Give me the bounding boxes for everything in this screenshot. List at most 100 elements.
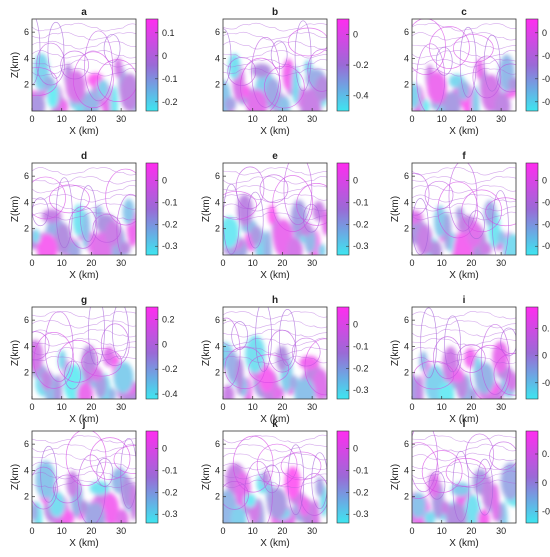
x-tick-label: 30 [496,402,506,412]
panel-title: h [272,295,278,306]
x-tick-label: 20 [466,258,476,268]
contour-line [412,59,516,68]
y-tick-label: 2 [24,224,29,234]
field-blob [244,493,257,508]
contour-line [412,185,516,194]
panel-h: h 0 10 20 30 X (km) 2 4 6 Z(km) 0 -0.1 -0.2 -0.3 [201,295,369,425]
contour-line [412,442,439,499]
y-tick-label: 6 [215,439,220,449]
contour-line [223,194,327,203]
x-axis-label: X (km) [260,270,289,281]
contour-line [223,470,327,480]
plot-frame [411,430,517,524]
contour-line [412,50,516,59]
panel-title: d [81,151,87,162]
contour-line [456,344,486,373]
contour-line [412,479,516,488]
x-tick-label: 30 [307,402,317,412]
field-blob [311,499,320,523]
contour-line [223,212,327,221]
colorbar [525,430,539,524]
field-c [412,19,516,111]
colorbar-tick-label: 0.5 [542,449,550,459]
contour-line [444,315,461,373]
contour-line [251,37,280,108]
contour-line [412,194,516,203]
field-blob [314,75,327,102]
x-tick-label: 10 [248,258,258,268]
contour-line [223,31,327,41]
field-blob [55,223,72,255]
colorbar [145,18,159,112]
colorbar [525,18,539,112]
x-tick-label: 20 [277,402,287,412]
contour-line [47,21,65,79]
contour-line [412,311,516,320]
contour-line [223,50,327,59]
field-h [223,307,327,399]
x-tick-label: 0 [409,526,414,536]
contour-line [448,163,478,232]
contour-line [416,43,446,111]
colorbar-tick-label: 0 [162,51,167,61]
panel-g: g 0 10 20 30 X (km) 2 4 6 Z(km) 0.2 0 -0.2 -0.4 [10,295,178,425]
panel-title: l [463,419,466,430]
y-tick-label: 4 [215,341,220,351]
contour-line [32,176,66,220]
contour-line [469,344,511,399]
contour-line [223,28,232,86]
field-blob [312,368,327,399]
x-axis-label: X (km) [260,126,289,137]
colorbar-tick-label: -0.3 [353,385,369,395]
colorbar [145,162,159,256]
colorbar-tick-label: -0.1 [353,341,369,351]
field-blob [492,341,509,374]
x-axis-label: X (km) [449,126,478,137]
field-blob [82,211,91,250]
colorbar-tick-label: -0.4 [162,389,178,399]
y-tick-label: 2 [404,80,409,90]
contour-line [283,163,313,226]
x-tick-label: 30 [496,258,506,268]
colorbar-tick-label: 0 [162,339,167,349]
x-tick-label: 30 [307,526,317,536]
field-blob [500,462,516,501]
contour-line [32,167,136,176]
contour-line [246,191,264,249]
y-tick-label: 4 [215,197,220,207]
contour-line [429,26,470,69]
panel-a: a 0 10 20 30 X (km) 2 4 6 Z(km) 0.1 0 -0.1 -0.2 [10,7,178,137]
contour-line [73,51,114,109]
colorbar-tick-label: -0.1 [542,51,550,61]
x-tick-label: 10 [437,258,447,268]
panel-title: b [272,7,278,18]
x-tick-label: 10 [437,114,447,124]
plot-frame [31,430,137,524]
contour-line [53,474,82,504]
contour-line [287,27,327,57]
colorbar-tick-label: 0.2 [162,314,175,324]
field-blob [429,240,442,255]
field-blob [37,233,58,255]
contour-line [32,68,136,77]
colorbar-tick-label: -0.2 [162,97,178,107]
x-tick-label: 20 [277,114,287,124]
y-tick-label: 6 [24,27,29,37]
field-blob [35,460,56,499]
y-tick-label: 6 [215,27,220,37]
field-blob [446,502,467,523]
field-blob [62,510,75,523]
field-l [412,431,516,523]
field-blob [412,492,427,519]
x-axis-label: X (km) [69,538,98,549]
field-blob [507,77,516,92]
x-tick-label: 0 [29,402,34,412]
field-blob [505,371,516,392]
contour-line [65,431,107,487]
contour-line [223,481,249,510]
field-blob [226,350,239,383]
contour-line [412,167,516,176]
contour-line [231,321,248,350]
contour-line [105,168,136,226]
colorbar-tick-label: 0.1 [542,324,550,334]
